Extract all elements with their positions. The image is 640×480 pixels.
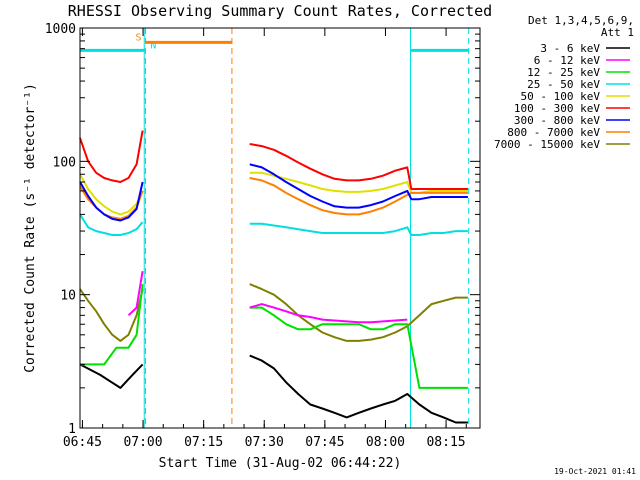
series-line <box>249 283 468 342</box>
legend-entry-label: 100 - 300 keV <box>514 102 600 115</box>
legend-entry-label: 800 - 7000 keV <box>507 126 600 139</box>
x-tick-label: 07:30 <box>245 435 284 450</box>
series-line <box>80 283 144 366</box>
legend-entry-label: 7000 - 15000 keV <box>494 138 600 151</box>
legend-entry-label: 6 - 12 keV <box>534 54 601 67</box>
series-line <box>249 163 468 209</box>
x-tick-label: 07:45 <box>305 435 344 450</box>
x-tick-label: 06:45 <box>63 435 102 450</box>
plot-frame <box>79 27 481 429</box>
x-tick-label: 07:15 <box>184 435 223 450</box>
legend-entry-label: 3 - 6 keV <box>540 42 600 55</box>
series-line <box>79 130 144 183</box>
y-axis-label: Corrected Count Rate (s⁻¹ detector⁻¹) <box>23 83 38 373</box>
legend-entry-label: 25 - 50 keV <box>527 78 600 91</box>
flag-label: S <box>135 32 141 43</box>
series-line <box>249 303 408 324</box>
series-line <box>249 143 468 190</box>
x-tick-label: 08:15 <box>426 435 465 450</box>
flag-label: N <box>150 40 156 51</box>
y-tick-label: 1 <box>68 422 76 437</box>
axes: 06:45 07:00 07:15 07:30 07:45 08:00 08:15 1 10 10… <box>45 22 480 450</box>
timestamp-footer: 19-Oct-2021 01:41 <box>554 467 636 476</box>
legend-entry-label: 300 - 800 keV <box>514 114 600 127</box>
x-axis-label: Start Time (31-Aug-02 06:44:22) <box>159 456 402 471</box>
series-line <box>249 171 468 194</box>
legend-entry-label: 50 - 100 keV <box>521 90 601 103</box>
series-line <box>79 181 144 222</box>
y-tick-label: 10 <box>60 289 76 304</box>
y-tick-label: 1000 <box>45 22 76 37</box>
x-tick-label: 08:00 <box>366 435 405 450</box>
series-line <box>79 363 144 389</box>
series-line <box>249 306 468 389</box>
series-layer <box>79 130 468 424</box>
series-line <box>249 222 468 236</box>
legend-header-line-2: Att 1 <box>601 26 634 39</box>
flag-bars: NS <box>80 32 469 52</box>
series-line <box>79 213 144 236</box>
series-line <box>79 173 144 216</box>
series-line <box>79 288 144 342</box>
x-tick-label: 07:00 <box>123 435 162 450</box>
y-tick-label: 100 <box>53 155 76 170</box>
chart-title: RHESSI Observing Summary Count Rates, Co… <box>68 2 492 20</box>
series-line <box>127 271 144 317</box>
legend-entry-label: 12 - 25 keV <box>527 66 600 79</box>
legend-header-line-1: Det 1,3,4,5,6,9, <box>528 14 634 27</box>
series-line <box>249 354 468 424</box>
series-line <box>249 177 468 216</box>
